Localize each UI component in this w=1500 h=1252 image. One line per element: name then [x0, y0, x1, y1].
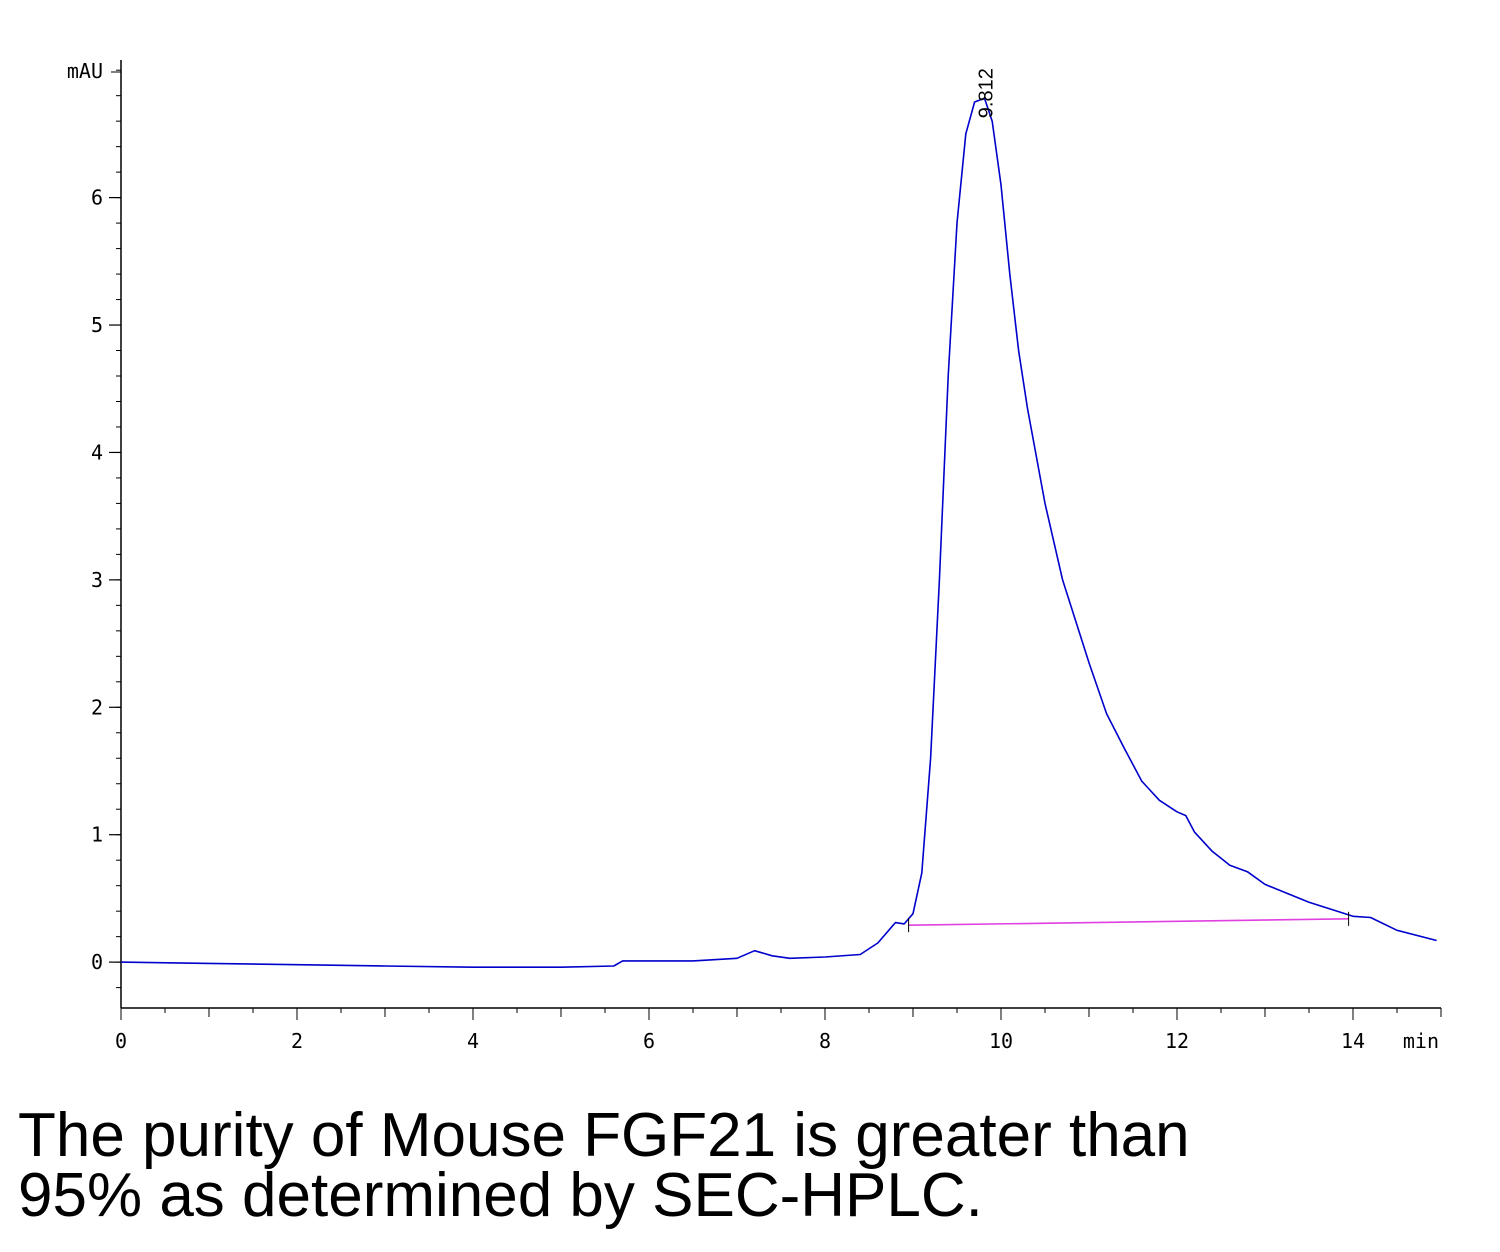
x-tick-label: 14 — [1341, 1029, 1365, 1053]
y-tick-label: 2 — [91, 695, 103, 719]
x-tick-label: 12 — [1165, 1029, 1189, 1053]
axes — [120, 60, 1441, 1009]
y-tick-label: 0 — [91, 950, 103, 974]
chromatogram-trace — [120, 97, 1437, 969]
baseline-line — [908, 918, 1349, 926]
x-tick-label: 4 — [467, 1029, 479, 1053]
peak-label: 9.812 — [975, 68, 997, 118]
ticks — [109, 69, 1442, 1020]
caption-line-2: 95% as determined by SEC-HPLC. — [18, 1161, 983, 1230]
y-tick-label: 6 — [91, 186, 103, 210]
x-tick-label: 8 — [819, 1029, 831, 1053]
x-tick-label: 10 — [989, 1029, 1013, 1053]
y-tick-label: 1 — [91, 823, 103, 847]
series — [120, 97, 1437, 969]
y-tick-label: 5 — [91, 313, 103, 337]
y-tick-label: 4 — [91, 440, 103, 464]
x-tick-label: 2 — [291, 1029, 303, 1053]
y-axis-unit: mAU — [67, 59, 103, 83]
x-axis-unit: min — [1403, 1029, 1439, 1053]
x-tick-label: 0 — [115, 1029, 127, 1053]
caption-line-1: The purity of Mouse FGF21 is greater tha… — [18, 1101, 1190, 1170]
x-tick-label: 6 — [643, 1029, 655, 1053]
y-tick-label: 3 — [91, 568, 103, 592]
caption: The purity of Mouse FGF21 is greater tha… — [18, 1101, 1478, 1230]
